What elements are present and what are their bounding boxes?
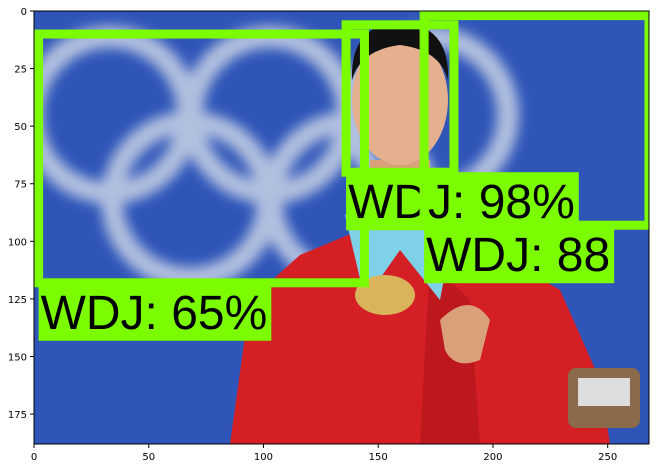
x-tick-label: 50 xyxy=(142,452,155,463)
detections: WDJ: 65% WDJ: 98%WDJ: 88 xyxy=(34,11,649,341)
detection-label: WDJ: 65% xyxy=(41,287,268,340)
hand xyxy=(440,305,490,364)
y-tick-label: 0 xyxy=(21,7,27,18)
mascot-top xyxy=(578,378,630,406)
y-tick-label: 50 xyxy=(14,122,27,133)
y-tick-label: 25 xyxy=(14,65,27,76)
detection-label: WDJ: 88 xyxy=(426,229,610,282)
x-tick-label: 100 xyxy=(254,452,273,463)
y-tick-label: 175 xyxy=(8,410,27,421)
x-tick-label: 250 xyxy=(598,452,617,463)
y-tick-label: 150 xyxy=(8,352,27,363)
x-axis: 0 50 100 150 200 250 xyxy=(31,444,617,463)
x-tick-label: 200 xyxy=(483,452,502,463)
y-tick-label: 125 xyxy=(8,295,27,306)
detection-label-background xyxy=(346,172,579,231)
y-tick-label: 100 xyxy=(8,237,27,248)
detection-label-background xyxy=(424,225,615,284)
y-axis: 0 25 50 75 100 125 150 175 xyxy=(8,7,34,421)
y-tick-label: 75 xyxy=(14,180,27,191)
axes-frame xyxy=(33,10,650,445)
detection-label: WDJ: 98% xyxy=(348,176,575,229)
x-tick-label: 0 xyxy=(31,452,37,463)
detection-label-background xyxy=(38,282,272,341)
x-tick-label: 150 xyxy=(369,452,388,463)
medal xyxy=(355,275,415,315)
